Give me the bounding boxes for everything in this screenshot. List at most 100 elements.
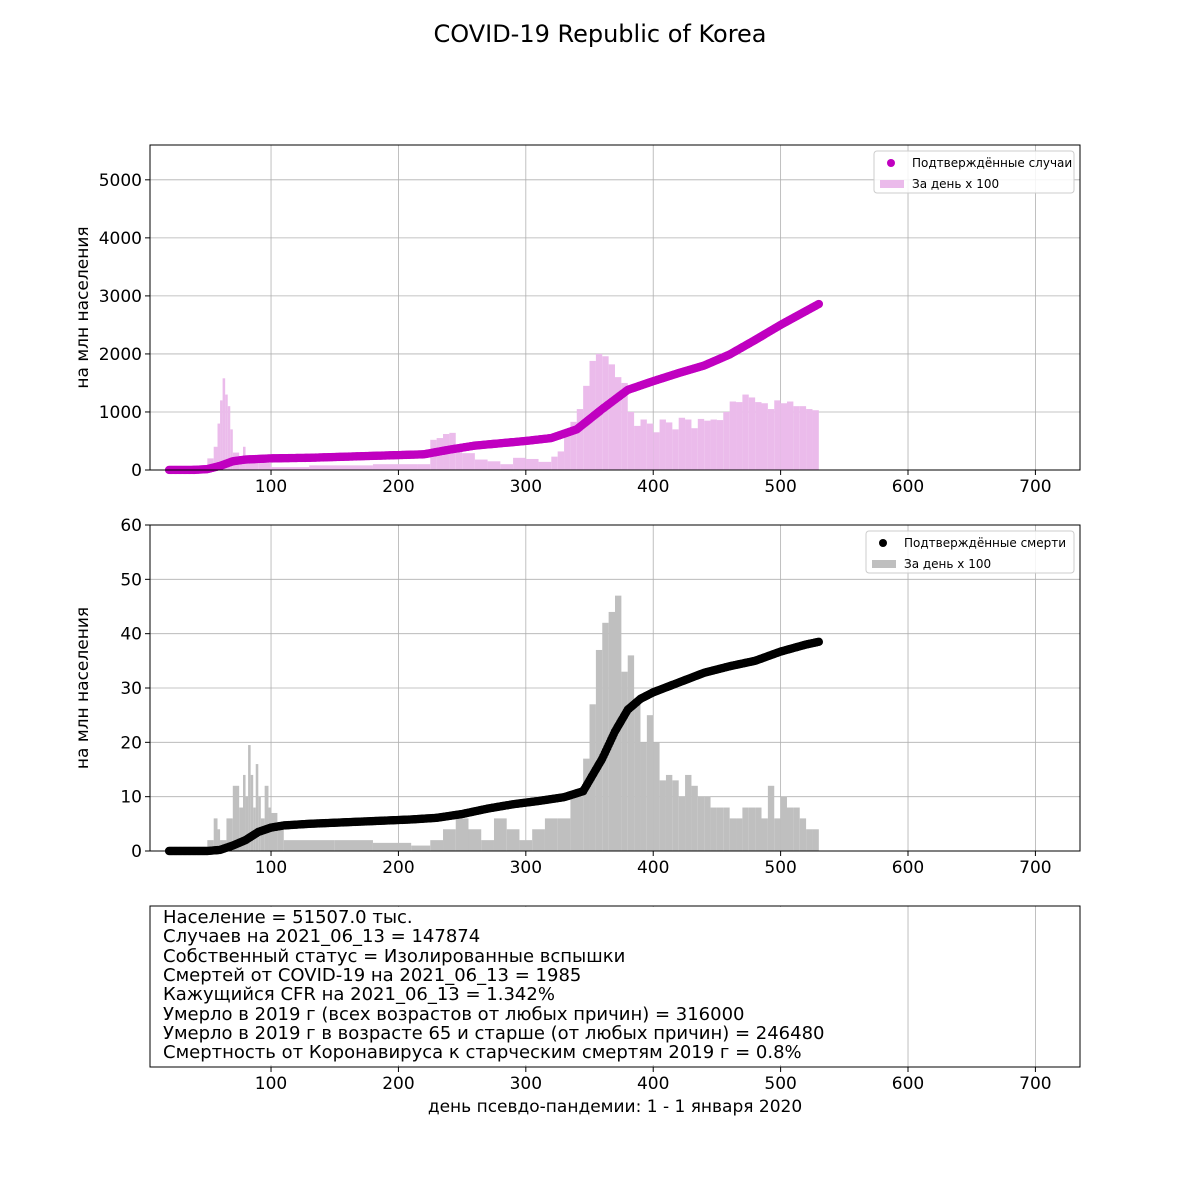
legend-label-cumulative: Подтверждённые смерти bbox=[904, 536, 1066, 550]
daily-bar bbox=[253, 807, 256, 851]
x-tick-label: 700 bbox=[1019, 858, 1051, 878]
legend-swatch-daily bbox=[872, 560, 896, 568]
daily-bar bbox=[716, 420, 724, 470]
legend-label-daily: За день x 100 bbox=[904, 557, 991, 571]
daily-bar bbox=[812, 410, 819, 470]
daily-bar bbox=[615, 377, 622, 470]
daily-bar bbox=[493, 818, 507, 851]
daily-bar bbox=[258, 796, 261, 851]
legend-label-cumulative: Подтверждённые случаи bbox=[912, 156, 1072, 170]
daily-bar bbox=[742, 394, 749, 470]
x-tick-label: 200 bbox=[382, 1074, 414, 1094]
daily-bar bbox=[564, 435, 571, 470]
daily-bar bbox=[678, 796, 686, 851]
x-tick-label: 700 bbox=[1019, 477, 1051, 497]
y-tick-label: 30 bbox=[120, 679, 142, 699]
daily-bar bbox=[487, 461, 501, 470]
info-line: Смертей от COVID-19 на 2021_06_13 = 1985 bbox=[163, 964, 582, 986]
daily-bar bbox=[443, 829, 456, 851]
daily-bar bbox=[264, 785, 269, 851]
daily-bar bbox=[748, 397, 756, 470]
daily-bar bbox=[723, 411, 730, 470]
daily-bar bbox=[755, 402, 762, 470]
x-tick-label: 300 bbox=[510, 477, 542, 497]
daily-bar bbox=[213, 818, 218, 851]
daily-bar bbox=[685, 419, 692, 470]
daily-bar bbox=[653, 432, 660, 470]
daily-bar bbox=[283, 840, 297, 851]
daily-bar bbox=[225, 394, 228, 470]
info-background bbox=[151, 907, 811, 1065]
daily-bar bbox=[239, 807, 243, 851]
daily-bar bbox=[583, 385, 590, 470]
x-tick-label: 300 bbox=[510, 1074, 542, 1094]
daily-bar bbox=[729, 818, 737, 851]
daily-bar bbox=[220, 400, 223, 470]
x-tick-label: 700 bbox=[1019, 1074, 1051, 1094]
daily-bar bbox=[602, 622, 609, 851]
daily-bar bbox=[685, 774, 692, 851]
x-tick-label: 200 bbox=[382, 858, 414, 878]
daily-bar bbox=[665, 422, 673, 470]
daily-bar bbox=[748, 807, 756, 851]
deaths-panel: 100 200 300 400 500 600 700 0 10 20 30 40 50 60 на млн… bbox=[73, 516, 1081, 878]
x-tick-label: 100 bbox=[255, 1074, 287, 1094]
x-tick-label: 100 bbox=[255, 858, 287, 878]
daily-bar bbox=[608, 364, 615, 470]
legend-label-daily: За день x 100 bbox=[912, 177, 999, 191]
daily-bar bbox=[729, 401, 737, 470]
daily-bar bbox=[786, 807, 794, 851]
daily-bar bbox=[691, 428, 698, 470]
daily-bar bbox=[557, 818, 571, 851]
info-panel: 100 200 300 400 500 600 700 bbox=[149, 905, 1081, 1094]
daily-bar bbox=[227, 406, 231, 470]
cases-panel: 100 200 300 400 500 600 700 0 1000 2000 3000 4000 50… bbox=[73, 144, 1081, 497]
daily-bar bbox=[544, 818, 558, 851]
x-tick-label: 400 bbox=[637, 858, 669, 878]
legend: Подтверждённые случаи За день x 100 bbox=[873, 150, 1075, 194]
daily-bar bbox=[519, 840, 533, 851]
daily-bar bbox=[226, 818, 233, 851]
info-line: Умерло в 2019 г в возрасте 65 и старше (… bbox=[163, 1022, 825, 1044]
daily-bar bbox=[334, 840, 373, 851]
daily-bar bbox=[723, 807, 730, 851]
daily-bar bbox=[217, 423, 221, 470]
daily-bar bbox=[255, 764, 259, 851]
y-tick-label: 40 bbox=[120, 625, 142, 645]
daily-bar bbox=[462, 453, 475, 470]
daily-bar bbox=[245, 796, 249, 851]
daily-bar bbox=[774, 400, 781, 470]
daily-bar bbox=[761, 403, 768, 470]
x-tick-label: 100 bbox=[255, 477, 287, 497]
daily-bar bbox=[551, 456, 558, 470]
y-tick-label: 4000 bbox=[99, 229, 142, 249]
daily-bar bbox=[455, 818, 469, 851]
plot-frame bbox=[149, 905, 1081, 1068]
daily-bar bbox=[277, 829, 284, 851]
daily-bar bbox=[704, 420, 711, 470]
daily-bar bbox=[217, 829, 221, 851]
daily-bar bbox=[230, 429, 233, 470]
daily-bar bbox=[767, 409, 775, 470]
y-tick-label: 2000 bbox=[99, 345, 142, 365]
daily-bar bbox=[742, 807, 749, 851]
y-tick-label: 50 bbox=[120, 570, 142, 590]
y-tick-label: 5000 bbox=[99, 171, 142, 191]
daily-bar bbox=[506, 829, 520, 851]
daily-bar bbox=[532, 829, 545, 851]
daily-bar bbox=[417, 464, 431, 470]
daily-bar bbox=[634, 425, 641, 470]
x-tick-label: 600 bbox=[892, 858, 924, 878]
daily-bar bbox=[271, 467, 310, 470]
daily-bar bbox=[538, 461, 552, 470]
daily-bar bbox=[250, 774, 254, 851]
x-tick-label: 500 bbox=[764, 858, 796, 878]
daily-bar bbox=[222, 378, 226, 470]
legend-marker-cumulative bbox=[879, 539, 887, 547]
daily-bar bbox=[634, 698, 641, 851]
legend-swatch-daily bbox=[880, 180, 904, 188]
info-line: Кажущийся CFR на 2021_06_13 = 1.342% bbox=[163, 984, 555, 1006]
info-line: Население = 51507.0 тыс. bbox=[163, 907, 413, 928]
info-line: Умерло в 2019 г (всех возрастов от любых… bbox=[163, 1003, 745, 1025]
daily-bar bbox=[248, 745, 251, 851]
